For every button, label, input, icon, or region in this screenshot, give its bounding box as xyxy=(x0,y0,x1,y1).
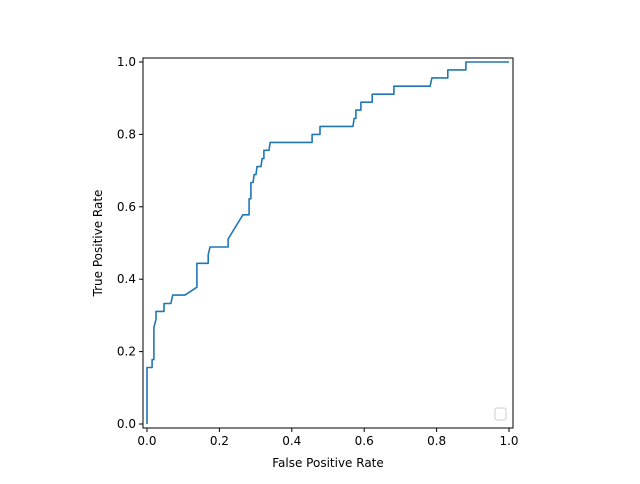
axes-frame xyxy=(142,57,514,429)
y-tick-label: 0.8 xyxy=(117,127,136,141)
x-tick-label: 0.2 xyxy=(210,434,229,448)
plot-area xyxy=(146,61,509,424)
x-tick-label: 0.6 xyxy=(355,434,374,448)
y-tick-label: 1.0 xyxy=(117,55,136,69)
x-tick-label: 0.8 xyxy=(427,434,446,448)
x-tick-label: 1.0 xyxy=(499,434,518,448)
y-tick-label: 0.4 xyxy=(117,272,136,286)
legend-box xyxy=(494,407,507,421)
y-tick-label: 0.6 xyxy=(117,200,136,214)
y-tick-label: 0.0 xyxy=(117,417,136,431)
x-axis-label: False Positive Rate xyxy=(272,456,384,470)
y-tick-label: 0.2 xyxy=(117,345,136,359)
x-tick-label: 0.0 xyxy=(137,434,156,448)
y-axis-label: True Positive Rate xyxy=(91,190,105,298)
roc-curve-line xyxy=(146,61,509,424)
x-tick-label: 0.4 xyxy=(282,434,301,448)
ticks: 0.0 0.2 0.4 0.6 0.8 1.0 0.0 0.2 0.4 0.6 0.8 1.0 xyxy=(117,55,519,448)
